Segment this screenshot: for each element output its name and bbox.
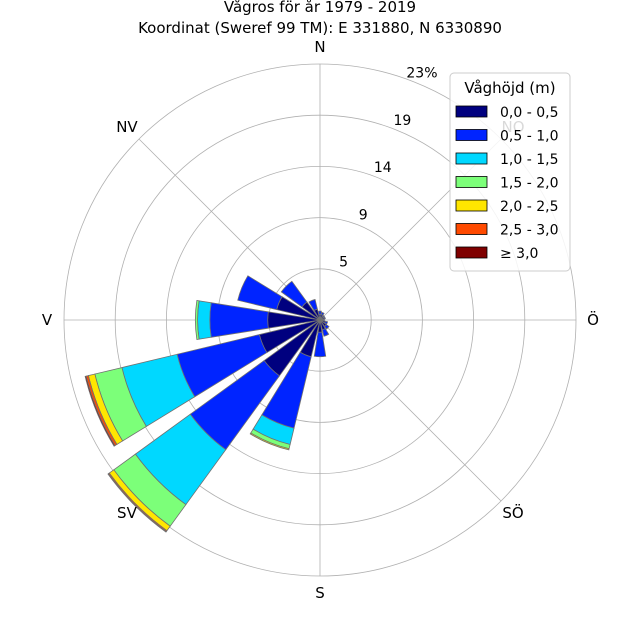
legend-swatch	[455, 176, 488, 188]
bar-SV-6	[107, 473, 167, 533]
radial-tick-label: 23%	[406, 65, 437, 81]
direction-label: S	[315, 584, 325, 602]
direction-label: N	[314, 38, 325, 56]
grid-spoke	[319, 319, 502, 502]
legend-swatch	[455, 129, 488, 141]
radial-tick-label: 9	[359, 207, 368, 223]
legend-label: 1,0 - 1,5	[500, 152, 558, 168]
legend-swatch	[455, 105, 488, 118]
bar-S-1	[313, 331, 327, 358]
radial-tick-label: 5	[339, 255, 348, 271]
legend-label: 2,0 - 2,5	[500, 199, 558, 215]
legend-box	[449, 72, 571, 272]
bar-OSO-1	[324, 320, 329, 325]
bar-NO-1	[322, 314, 326, 318]
bar-V-3	[195, 300, 200, 340]
bar-NNO-1	[320, 311, 325, 316]
bar-NNV-1	[308, 298, 318, 312]
rose-bars	[84, 275, 330, 533]
bar-SSV-4	[249, 432, 290, 451]
bar-VNV-1	[237, 275, 283, 311]
chart-title: Vågros för år 1979 - 2019	[224, 0, 416, 16]
legend-label: ≥ 3,0	[500, 246, 538, 262]
legend-swatch	[455, 152, 488, 165]
legend-title: Våghöjd (m)	[464, 79, 555, 97]
bar-ONO-1	[323, 316, 326, 320]
direction-label: SV	[117, 504, 138, 522]
bar-SSO-1	[321, 327, 330, 337]
legend: Våghöjd (m) 0,0 - 0,5 0,5 - 1,0 1,0 - 1,5 1,…	[449, 72, 571, 272]
legend-swatch	[455, 223, 488, 235]
direction-label: NV	[116, 118, 138, 136]
direction-label: SÖ	[502, 503, 523, 522]
legend-label: 0,0 - 0,5	[500, 105, 558, 121]
legend-label: 2,5 - 3,0	[500, 223, 558, 239]
direction-label: V	[42, 311, 53, 329]
bar-V-1	[209, 302, 269, 338]
direction-label: Ö	[587, 310, 599, 329]
legend-label: 0,5 - 1,0	[500, 129, 558, 145]
legend-swatch	[455, 246, 488, 259]
bar-N-1	[318, 310, 322, 315]
bar-NV-1	[280, 280, 308, 308]
chart-subtitle: Koordinat (Sweref 99 TM): E 331880, N 63…	[138, 19, 502, 37]
bar-SÖ-1	[324, 324, 330, 330]
legend-swatch	[455, 199, 488, 212]
radial-tick-label: 14	[374, 160, 392, 176]
radial-tick-label: 19	[393, 113, 411, 129]
bar-VSV-6	[84, 375, 116, 447]
bar-V-2	[197, 300, 212, 340]
legend-label: 1,5 - 2,0	[500, 176, 558, 192]
